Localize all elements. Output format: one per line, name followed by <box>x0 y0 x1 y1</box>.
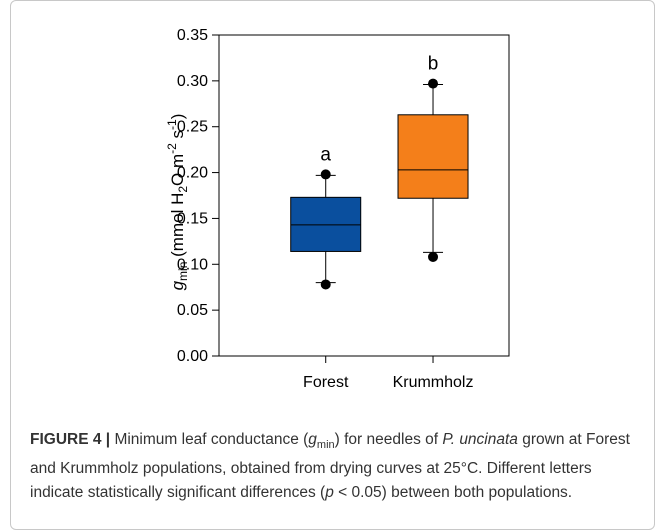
box-krummholz: b <box>397 54 469 262</box>
figure-frame <box>10 0 655 530</box>
plot-marks: ab <box>290 54 469 290</box>
y-tick-label: 0.30 <box>177 73 208 90</box>
significance-letter: b <box>428 54 439 75</box>
iqr-box <box>397 114 469 199</box>
outlier-point <box>428 251 439 262</box>
outlier-point <box>320 169 331 180</box>
y-tick-label: 0.25 <box>177 119 208 136</box>
y-tick-label: 0.05 <box>177 302 208 319</box>
x-tick-label: Forest <box>303 374 349 391</box>
y-tick-label: 0.15 <box>177 210 208 227</box>
y-tick-label: 0.00 <box>177 348 208 365</box>
y-tick-label: 0.20 <box>177 165 208 182</box>
outlier-point <box>320 279 331 290</box>
y-tick-label: 0.10 <box>177 256 208 273</box>
plot-axes: 0.00 0.05 0.10 0.15 0.20 0.25 0.30 0.35 Forest Kr… <box>177 27 510 391</box>
y-tick-label: 0.35 <box>177 27 208 44</box>
box-forest: a <box>290 144 362 290</box>
significance-letter: a <box>320 144 331 165</box>
y-axis-label: gmin (mmol H2O m-2 s-1) <box>165 114 190 291</box>
figure-caption: FIGURE 4 | Minimum leaf conductance (gmi… <box>30 431 630 502</box>
x-tick-label: Krummholz <box>393 374 474 391</box>
axes-frame <box>218 34 510 357</box>
outlier-point <box>428 78 439 89</box>
box-plot: 0.00 0.05 0.10 0.15 0.20 0.25 0.30 0.35 Forest Kr… <box>165 27 510 391</box>
figure-label: FIGURE 4 | <box>30 431 111 448</box>
